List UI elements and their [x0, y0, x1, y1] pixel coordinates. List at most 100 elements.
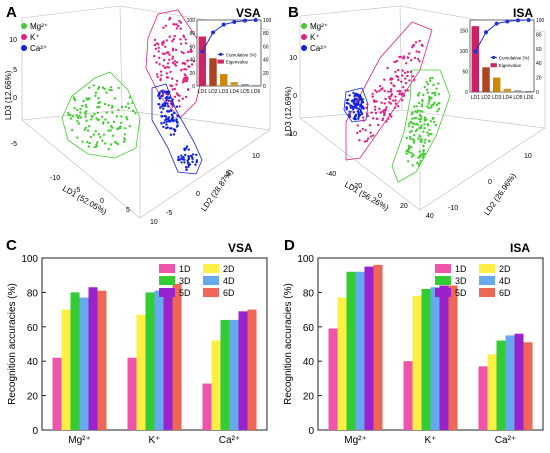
k-point: [397, 78, 400, 82]
mg-point: [433, 101, 436, 105]
k-point: [395, 74, 398, 78]
cumulative-point: [516, 18, 520, 23]
inset-right-tick: 0: [536, 90, 539, 96]
mg-point: [411, 153, 415, 156]
mg-point: [424, 138, 427, 141]
mg-point: [428, 99, 431, 103]
panel-a-inset: LD1 LD2 LD3 LD4 LD5 LD60204060801000204060801…: [187, 18, 272, 95]
k-point: [192, 59, 195, 63]
ca-point: [357, 113, 361, 117]
bar-6d: [172, 283, 182, 430]
ca-point: [186, 161, 190, 164]
mg-point: [437, 82, 440, 85]
mg-point: [429, 120, 432, 123]
mg-point: [110, 89, 113, 92]
inset-right-tick: 40: [263, 58, 269, 64]
z-tick: 0: [13, 95, 17, 102]
mg-point: [434, 91, 437, 94]
bar-6d: [373, 264, 383, 430]
mg-point: [131, 109, 135, 113]
inset-frame: [196, 19, 262, 87]
k-point: [401, 74, 404, 77]
ca-point: [158, 103, 161, 106]
k-point: [178, 19, 181, 23]
ca-point: [348, 114, 351, 117]
k-point: [182, 79, 185, 82]
legend-k-label: K⁺: [30, 33, 40, 42]
ca-point: [167, 92, 170, 95]
inset-x-tick: LD2: [208, 89, 217, 95]
k-point: [390, 90, 393, 93]
k-point: [171, 88, 174, 91]
ca-point: [187, 148, 190, 151]
k-point: [404, 81, 408, 85]
cumulative-point: [253, 18, 258, 22]
k-point: [365, 139, 369, 142]
inset-left-tick: 100: [187, 18, 196, 24]
k-point: [376, 117, 379, 120]
inset-right-tick: 80: [536, 32, 542, 38]
mg-point: [124, 105, 128, 109]
bar-6d: [247, 309, 257, 430]
ca-point: [357, 111, 360, 114]
mg-point: [94, 94, 97, 98]
panel-c-title: VSA: [228, 241, 253, 255]
k-point: [406, 70, 409, 74]
k-point: [387, 117, 390, 120]
ca-point: [182, 156, 185, 159]
inset-legend-bar: [490, 63, 497, 68]
bar-4d: [154, 290, 164, 430]
mg-point: [423, 85, 426, 89]
panel-c: C VSA 0 20 40 60 80 100 Recognition accuracies…: [6, 237, 268, 446]
mg-point: [104, 142, 107, 145]
k-point: [393, 60, 396, 64]
mg-point: [428, 95, 431, 99]
mg-point: [96, 106, 99, 109]
mg-point: [107, 129, 110, 132]
mg-point: [115, 115, 119, 118]
inset-legend-bar: [217, 59, 224, 64]
inset-left-tick: 0: [465, 90, 468, 96]
k-point: [173, 87, 176, 91]
eigenvalue-bar: [482, 67, 490, 92]
ca-point: [358, 94, 362, 97]
ca-point: [348, 94, 351, 97]
bar-2d: [412, 295, 422, 430]
x-tick-label: K⁺: [149, 435, 161, 446]
k-point: [383, 109, 387, 113]
ca-point: [359, 108, 362, 112]
k-point: [418, 60, 421, 63]
k-point: [383, 102, 386, 105]
inset-left-tick: 80: [189, 31, 195, 37]
cumulative-point: [494, 21, 499, 26]
inset-right-tick: 20: [263, 71, 269, 77]
mg-point: [428, 132, 432, 135]
inset-frame: [469, 19, 535, 93]
mg-point: [76, 120, 79, 123]
k-point: [383, 78, 386, 81]
k-point: [374, 89, 377, 92]
k-point: [378, 89, 381, 93]
mg-point: [70, 128, 74, 132]
k-point: [394, 70, 397, 74]
mg-point: [436, 110, 439, 113]
mg-point: [98, 101, 102, 104]
mg-point: [438, 102, 441, 105]
k-point: [175, 92, 179, 95]
k-point: [186, 77, 189, 80]
k-point: [155, 42, 158, 45]
mg-point: [128, 125, 131, 128]
mg-point: [413, 105, 416, 108]
mg-point: [77, 122, 81, 125]
k-point: [153, 54, 156, 58]
bar-3d: [220, 319, 230, 430]
inset-left-tick: 40: [189, 58, 195, 64]
ca-point: [172, 111, 176, 115]
k-point: [358, 139, 361, 142]
k-point: [167, 66, 171, 69]
panel-a-y-ticks: -5 0 5 10: [166, 153, 260, 217]
k-point: [153, 38, 157, 42]
k-point: [397, 105, 400, 108]
k-point: [388, 95, 391, 99]
k-point: [363, 140, 367, 143]
